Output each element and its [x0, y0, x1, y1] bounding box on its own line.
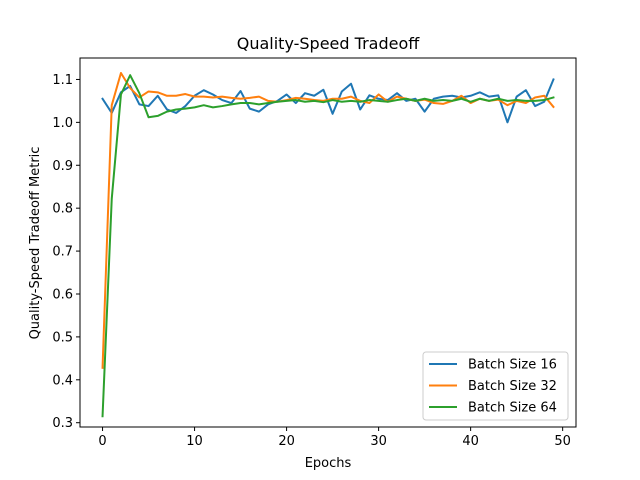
x-axis-label: Epochs [305, 456, 352, 471]
y-tick-label: 1.0 [52, 116, 73, 131]
y-tick-label: 0.3 [52, 416, 73, 431]
chart-title: Quality-Speed Tradeoff [237, 34, 421, 53]
y-tick-label: 0.8 [52, 202, 73, 217]
axis-ticks: 0 10 20 30 40 50 0.3 0.4 0.5 0.6 0.7 0.8 0.9 1.0 1.1 [52, 73, 571, 449]
legend-label: Batch Size 64 [468, 401, 557, 416]
y-axis-label: Quality-Speed Tradeoff Metric [28, 147, 43, 340]
y-tick-label: 0.6 [52, 287, 73, 302]
y-tick-label: 0.4 [52, 373, 73, 388]
x-tick-label: 10 [186, 434, 203, 449]
y-tick-label: 1.1 [52, 73, 73, 88]
x-tick-label: 0 [98, 434, 106, 449]
series-lines [101, 72, 555, 418]
legend-label: Batch Size 16 [468, 358, 557, 373]
y-tick-label: 0.9 [52, 159, 73, 174]
x-tick-label: 50 [554, 434, 571, 449]
x-tick-label: 20 [278, 434, 295, 449]
legend-box [422, 351, 569, 421]
legend-label: Batch Size 32 [468, 379, 557, 394]
y-tick-label: 0.7 [52, 245, 73, 260]
x-tick-label: 30 [370, 434, 387, 449]
x-tick-label: 40 [462, 434, 479, 449]
legend: Batch Size 16 Batch Size 32 Batch Size 64 [422, 351, 569, 421]
series-line-3 [101, 74, 555, 418]
plot-area-frame [79, 57, 577, 428]
y-tick-label: 0.5 [52, 330, 73, 345]
